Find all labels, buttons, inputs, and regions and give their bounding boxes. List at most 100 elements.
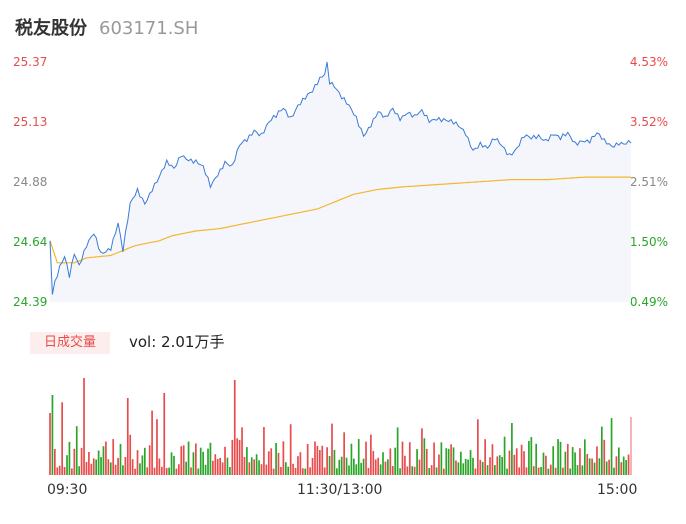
volume-bar <box>423 438 426 475</box>
volume-bar <box>187 441 190 475</box>
y-right-tick-label: 1.50% <box>629 235 668 249</box>
volume-bar <box>406 466 409 475</box>
volume-bar <box>404 455 406 475</box>
volume-bar <box>627 454 630 475</box>
volume-bar <box>479 459 482 475</box>
volume-bar <box>309 467 311 475</box>
x-tick-label: 11:30/13:00 <box>297 482 383 498</box>
volume-bar <box>389 448 392 475</box>
volume-bar <box>136 450 139 475</box>
volume-bar <box>593 462 596 475</box>
volume-bar <box>362 458 365 475</box>
volume-bar <box>250 457 253 475</box>
volume-bar <box>411 466 414 475</box>
volume-bar <box>141 455 144 475</box>
volume-bar <box>195 443 197 475</box>
volume-bar <box>484 439 486 475</box>
volume-bar <box>294 467 297 475</box>
y-right-tick-label: 0.49% <box>629 295 668 309</box>
volume-bar <box>355 464 358 475</box>
volume-bar <box>107 459 110 475</box>
volume-bar <box>462 463 465 475</box>
volume-bar <box>160 466 163 475</box>
volume-bar <box>394 447 397 475</box>
volume-bar <box>620 462 623 475</box>
volume-bar <box>163 393 166 475</box>
volume-bar <box>472 457 474 475</box>
volume-bar <box>360 462 363 475</box>
volume-bar <box>272 468 275 475</box>
volume-bar <box>600 426 603 475</box>
volume-bar <box>528 440 530 475</box>
volume-bar <box>270 448 273 475</box>
volume-bar <box>486 465 489 475</box>
volume-bar <box>90 463 93 475</box>
volume-bar <box>282 441 285 475</box>
volume-bar <box>343 432 345 475</box>
volume-bar <box>63 467 66 475</box>
volume-bar <box>530 437 533 475</box>
volume-bar <box>447 448 450 475</box>
volume-bar <box>180 446 183 475</box>
volume-bar <box>126 398 129 475</box>
y-left-tick-label: 25.37 <box>13 55 48 69</box>
volume-bar <box>102 446 105 475</box>
volume-bar <box>467 459 469 475</box>
volume-bar <box>134 468 136 475</box>
y-right-tick-label: 4.53% <box>629 55 668 69</box>
volume-bar <box>224 446 226 475</box>
volume-bar <box>236 438 239 475</box>
volume-bar <box>418 459 421 475</box>
volume-bar <box>202 451 204 475</box>
volume-bar <box>622 456 625 475</box>
y-left-tick-label: 24.64 <box>13 235 48 249</box>
volume-bar <box>231 439 234 475</box>
volume-bar <box>540 467 542 475</box>
stock-code: 603171.SH <box>99 18 199 39</box>
volume-bar <box>297 456 299 475</box>
volume-bar <box>299 452 302 475</box>
volume-bar <box>338 459 341 475</box>
volume-bar <box>372 450 375 475</box>
volume-bar <box>80 447 83 475</box>
volume-bar <box>574 452 576 475</box>
volume-bar <box>306 444 309 475</box>
volume-bar <box>445 448 448 475</box>
volume-bar <box>396 427 399 475</box>
volume-bar <box>583 439 586 475</box>
volume-bar <box>457 462 460 475</box>
average-price-line <box>49 176 631 264</box>
volume-bar <box>520 444 523 475</box>
y-right-tick-label: 2.51% <box>629 175 668 189</box>
volume-bar <box>119 443 122 475</box>
volume-bar <box>263 427 265 475</box>
volume-bar <box>552 446 555 475</box>
stock-name: 税友股份 <box>15 18 87 39</box>
volume-bar <box>216 458 219 475</box>
volume-bar <box>605 461 608 475</box>
volume-bar <box>630 417 632 475</box>
volume-bar <box>173 455 175 475</box>
volume-bar <box>367 467 370 475</box>
volume-tag[interactable]: 日成交量 <box>30 332 110 354</box>
volume-bar <box>165 468 168 475</box>
volume-bar <box>336 468 338 475</box>
volume-bar <box>384 461 387 475</box>
volume-bar <box>318 450 321 475</box>
volume-bar <box>525 467 528 475</box>
volume-bar <box>576 465 579 475</box>
volume-bar <box>596 446 598 475</box>
volume-bar <box>340 456 343 475</box>
volume-bar <box>92 458 95 475</box>
volume-bar <box>387 459 389 475</box>
volume-bar <box>506 468 508 475</box>
volume-bar <box>421 428 423 475</box>
volume-bar <box>345 457 348 475</box>
volume-bar <box>284 462 287 475</box>
volume-bar <box>71 468 73 475</box>
volume-bar <box>549 464 552 475</box>
volume-bar <box>503 436 506 475</box>
volume-bar <box>209 442 212 475</box>
volume-bar <box>253 459 256 475</box>
volume-bar <box>618 447 620 475</box>
